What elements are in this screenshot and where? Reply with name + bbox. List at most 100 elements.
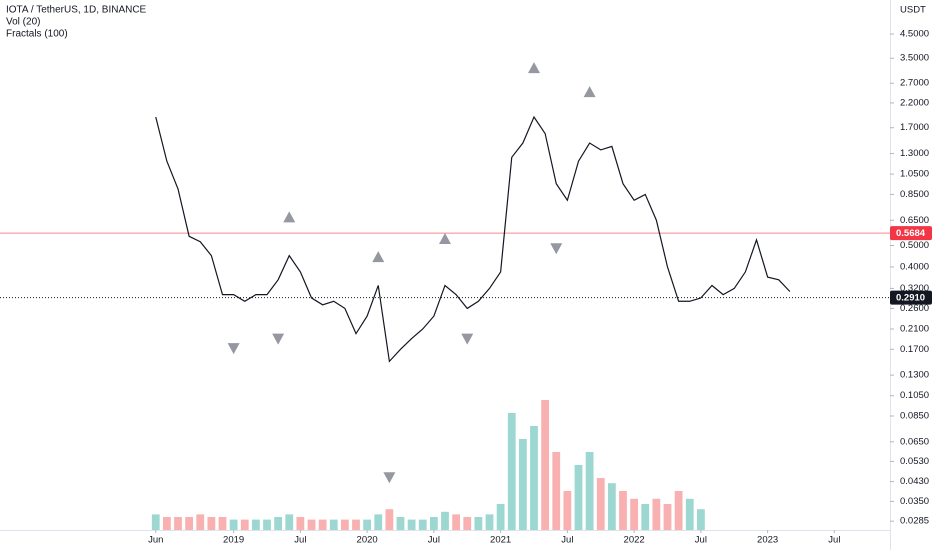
y-tick-label: 1.0500	[900, 169, 929, 180]
y-tick-label: 0.3200	[900, 283, 929, 294]
volume-bar	[352, 519, 360, 530]
fractal-up	[372, 251, 385, 263]
y-tick-label: 3.5000	[900, 53, 929, 64]
price-line-series	[155, 115, 702, 363]
volume-bar	[574, 465, 583, 530]
volume-bar	[485, 514, 494, 530]
price-tag-label: 0.2910	[896, 293, 925, 304]
price-tag	[890, 290, 932, 305]
y-tick-label: 0.5000	[900, 240, 929, 251]
y-tick-label: 0.8500	[900, 189, 929, 200]
volume-bar	[363, 519, 372, 530]
x-tick-label: Jul	[294, 535, 306, 546]
y-tick-label: 0.1700	[900, 344, 929, 355]
y-tick-label: 0.4000	[900, 261, 929, 272]
x-tick-label: Jul	[695, 535, 707, 546]
fractal-up	[283, 211, 296, 223]
volume-bar	[552, 452, 561, 530]
y-tick-label: 0.0285	[900, 516, 929, 527]
x-tick-label: 2021	[490, 535, 511, 546]
volume-bar	[385, 509, 394, 530]
fractal-down	[227, 343, 240, 355]
volume-bar	[374, 514, 383, 530]
volume-bar	[507, 413, 516, 530]
fractal-up	[439, 232, 451, 244]
volume-bar	[441, 511, 449, 530]
y-tick-label: 0.1300	[900, 370, 929, 381]
y-tick-label: 1.3000	[900, 148, 929, 159]
x-tick-label: 2019	[223, 535, 244, 546]
volume-bar	[185, 517, 194, 530]
volume-bar	[696, 509, 705, 530]
volume-bar	[218, 517, 227, 530]
y-tick-label: 0.6500	[900, 215, 929, 226]
y-tick-label: 1.7000	[900, 122, 929, 133]
x-tick-label: 2022	[624, 535, 645, 546]
volume-bar	[407, 519, 416, 530]
y-tick-label: 0.0530	[900, 456, 929, 467]
volume-bar	[296, 517, 305, 530]
y-tick-label: 4.5000	[900, 29, 929, 40]
fractal-down	[550, 243, 563, 255]
volume-bar	[251, 519, 260, 530]
volume-bar	[263, 519, 271, 530]
volume-bar	[151, 514, 160, 530]
volume-bar	[585, 452, 594, 530]
volume-bar	[663, 504, 672, 530]
volume-bar	[652, 498, 661, 530]
y-tick-label: 2.2000	[900, 97, 929, 108]
fractal-up	[583, 86, 596, 98]
volume-bar	[563, 491, 572, 530]
volume-bar	[174, 517, 182, 530]
volume-bar	[196, 514, 205, 530]
price-tag-label: 0.5684	[896, 228, 926, 239]
fractal-down	[383, 472, 396, 484]
indicator-label: Vol (20)	[6, 17, 40, 28]
volume-bar	[530, 426, 538, 530]
projection-line	[700, 237, 791, 299]
indicator-label: Fractals (100)	[6, 29, 68, 40]
volume-bar	[619, 491, 627, 530]
volume-bar	[240, 519, 249, 530]
volume-bar	[496, 504, 505, 530]
axis-unit: USDT	[900, 5, 926, 16]
volume-bar	[674, 491, 683, 530]
fractal-down	[461, 333, 474, 345]
price-tag	[890, 226, 932, 241]
y-tick-label: 0.1050	[900, 390, 929, 401]
volume-bar	[474, 517, 483, 530]
volume-bar	[396, 517, 405, 530]
volume-bar	[329, 519, 338, 530]
volume-bar	[274, 517, 283, 530]
volume-bar	[207, 517, 216, 530]
x-tick-label: Jul	[561, 535, 573, 546]
x-tick-label: Jul	[428, 535, 440, 546]
volume-bar	[418, 519, 427, 530]
volume-bar	[429, 517, 438, 530]
volume-bar	[685, 498, 694, 530]
volume-bar	[229, 519, 238, 530]
x-tick-label: 2023	[757, 535, 778, 546]
volume-bar	[340, 519, 349, 530]
x-tick-label: 2020	[357, 535, 378, 546]
volume-bar	[607, 483, 616, 530]
y-tick-label: 0.0850	[900, 411, 929, 422]
fractal-down	[272, 333, 285, 345]
y-tick-label: 0.2600	[900, 303, 929, 314]
volume-bar	[162, 517, 171, 530]
y-tick-label: 2.7000	[900, 78, 929, 89]
volume-bar	[463, 517, 472, 530]
volume-bar	[307, 519, 316, 530]
volume-bar	[318, 519, 327, 530]
volume-bar	[630, 498, 639, 530]
y-tick-label: 0.0650	[900, 436, 929, 447]
volume-bar	[452, 514, 461, 530]
y-tick-label: 0.0350	[900, 496, 929, 507]
volume-bar	[596, 478, 605, 530]
y-tick-label: 0.2100	[900, 323, 929, 334]
fractal-up	[528, 62, 540, 74]
y-tick-label: 0.0430	[900, 476, 929, 487]
x-tick-label: Jul	[828, 535, 840, 546]
